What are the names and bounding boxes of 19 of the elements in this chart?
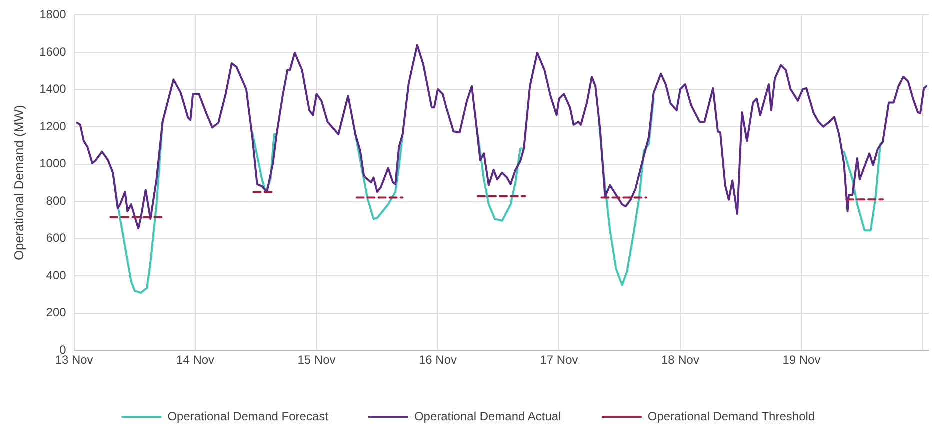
x-tick-label: 16 Nov — [418, 353, 458, 368]
legend-label: Operational Demand Forecast — [168, 409, 330, 424]
legend-label: Operational Demand Actual — [414, 409, 562, 424]
x-tick-label: 15 Nov — [298, 353, 336, 368]
x-tick-label: 17 Nov — [540, 353, 578, 368]
y-axis-title: Operational Demand (MW) — [11, 105, 26, 261]
y-tick-label: 1600 — [40, 44, 67, 59]
x-tick-label: 18 Nov — [661, 353, 700, 368]
y-tick-label: 400 — [46, 268, 67, 282]
y-tick-label: 600 — [46, 231, 67, 246]
y-tick-label: 200 — [46, 306, 67, 320]
y-tick-label: 1200 — [40, 119, 67, 134]
y-tick-label: 1400 — [40, 82, 67, 96]
y-tick-label: 1000 — [40, 156, 67, 171]
legend-label: Operational Demand Threshold — [648, 409, 816, 424]
x-tick-label: 19 Nov — [782, 353, 821, 368]
y-tick-label: 1800 — [40, 8, 67, 22]
x-tick-label: 14 Nov — [176, 353, 215, 368]
y-tick-label: 800 — [46, 194, 67, 208]
